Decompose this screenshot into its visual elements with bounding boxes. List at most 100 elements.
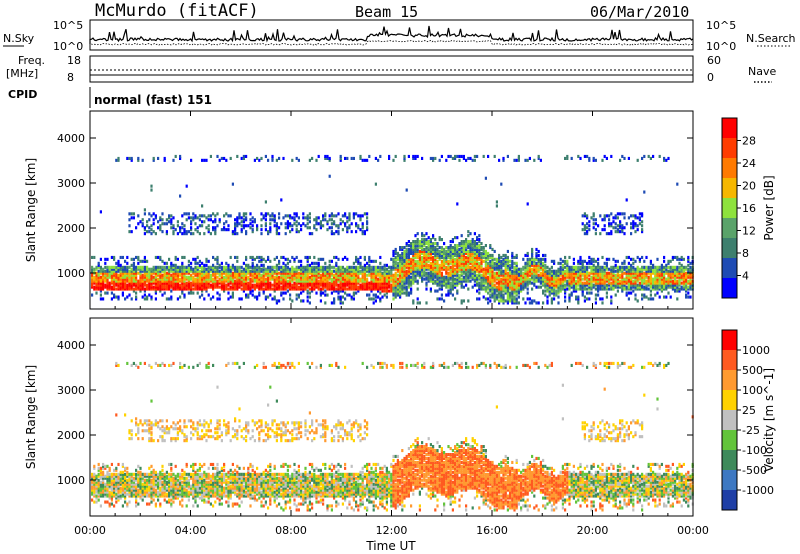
power-cell (339, 301, 342, 305)
power-cell (328, 263, 331, 267)
power-cell (568, 285, 571, 289)
power-cell (359, 271, 362, 275)
power-cell (300, 269, 303, 273)
power-cell (471, 263, 474, 267)
power-cell (203, 275, 206, 279)
power-cell (374, 281, 377, 285)
power-cell (416, 267, 419, 271)
power-cell (471, 251, 474, 255)
power-cell (143, 277, 146, 281)
power-cell (275, 230, 278, 234)
power-cell (344, 212, 347, 216)
power-cell (245, 269, 248, 273)
power-cell (634, 214, 637, 218)
power-cell (253, 271, 256, 275)
power-cell (447, 261, 450, 265)
power-cell (399, 285, 402, 289)
power-cell (669, 273, 672, 277)
power-cell (192, 279, 195, 283)
power-cell (132, 257, 135, 261)
power-cell (185, 230, 188, 234)
power-cell (577, 259, 580, 263)
nsearch-label: N.Search (746, 32, 796, 45)
power-cell (181, 263, 184, 267)
power-cell (181, 226, 184, 230)
power-cell (146, 265, 149, 269)
power-cell (447, 291, 450, 295)
power-cell (407, 257, 410, 261)
power-cell (524, 283, 527, 287)
power-cell (550, 281, 553, 285)
power-cell (577, 269, 580, 273)
power-cell (245, 279, 248, 283)
power-cell (328, 218, 331, 222)
power-cell (680, 275, 683, 279)
power-cell (370, 275, 373, 279)
nave-tick-high: 60 (707, 54, 721, 67)
power-cell (300, 281, 303, 285)
power-cell (187, 230, 190, 234)
power-cell (678, 281, 681, 285)
power-cell (295, 275, 298, 279)
power-cell (295, 220, 298, 224)
power-cell (126, 265, 129, 269)
power-cell (432, 269, 435, 273)
power-cell (139, 277, 142, 281)
power-cell (249, 281, 252, 285)
power-cell (126, 255, 129, 259)
power-cell (531, 269, 534, 273)
power-cell (526, 273, 529, 277)
power-cell (304, 287, 307, 291)
power-cell (654, 275, 657, 279)
power-cell (99, 293, 102, 297)
power-cell (467, 230, 470, 234)
power-cell (506, 271, 509, 275)
power-cell (605, 257, 608, 261)
power-cell (216, 271, 219, 275)
power-cell (159, 283, 162, 287)
power-cell (124, 259, 127, 263)
nsky-label: N.Sky (3, 32, 35, 45)
power-cell (227, 297, 230, 301)
power-cell (245, 283, 248, 287)
power-cell (132, 289, 135, 293)
power-cell (264, 267, 267, 271)
power-cell (295, 283, 298, 287)
power-cell (392, 249, 395, 253)
power-cell (361, 222, 364, 226)
power-cell (339, 277, 342, 281)
power-cell (377, 281, 380, 285)
power-cell (366, 222, 369, 226)
power-cell (608, 267, 611, 271)
power-cell (513, 265, 516, 269)
power-cell (379, 291, 382, 295)
power-cell (491, 263, 494, 267)
power-cell (526, 287, 529, 291)
power-cell (216, 297, 219, 301)
power-cell (460, 261, 463, 265)
power-cell (621, 261, 624, 265)
power-cell (357, 214, 360, 218)
power-cell (671, 285, 674, 289)
power-cell (535, 261, 538, 265)
power-cell (590, 291, 593, 295)
power-cell (363, 263, 366, 267)
power-cell (539, 279, 542, 283)
power-cell (196, 261, 199, 265)
power-cell (447, 271, 450, 275)
power-cell (322, 273, 325, 277)
power-cell (141, 224, 144, 228)
power-cell (401, 277, 404, 281)
power-cell (581, 265, 584, 269)
power-cell (436, 277, 439, 281)
power-cell (625, 271, 628, 275)
power-cell (205, 283, 208, 287)
power-cell (555, 273, 558, 277)
power-cell (678, 257, 681, 261)
power-cell (165, 273, 168, 277)
power-cell (608, 224, 611, 228)
power-cell (542, 265, 545, 269)
power-cell (506, 283, 509, 287)
power-cell (330, 212, 333, 216)
power-cell (223, 277, 226, 281)
